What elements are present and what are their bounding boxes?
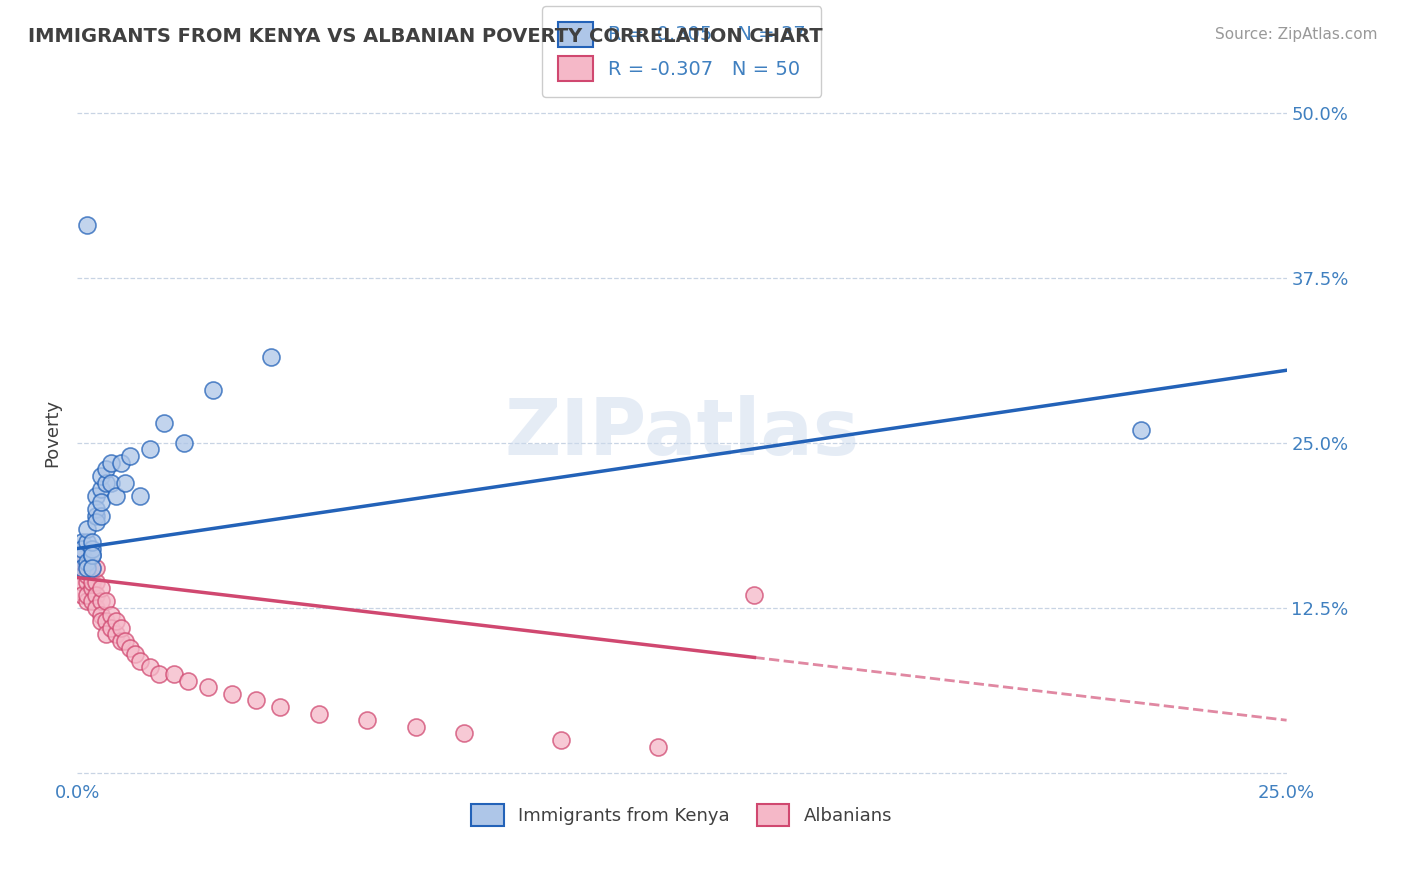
Point xyxy=(70,548,93,562)
Text: Source: ZipAtlas.com: Source: ZipAtlas.com xyxy=(1215,27,1378,42)
Point xyxy=(90,508,112,523)
Point xyxy=(70,548,93,562)
Point xyxy=(94,627,117,641)
Point xyxy=(90,469,112,483)
Point xyxy=(76,574,98,589)
Point xyxy=(70,561,93,575)
Point xyxy=(76,522,98,536)
Point xyxy=(100,621,122,635)
Point xyxy=(647,739,669,754)
Point xyxy=(86,601,108,615)
Point xyxy=(76,568,98,582)
Point xyxy=(124,647,146,661)
Point xyxy=(70,555,93,569)
Point xyxy=(90,482,112,496)
Point xyxy=(76,588,98,602)
Point xyxy=(173,436,195,450)
Point xyxy=(138,442,160,457)
Point xyxy=(94,475,117,490)
Text: IMMIGRANTS FROM KENYA VS ALBANIAN POVERTY CORRELATION CHART: IMMIGRANTS FROM KENYA VS ALBANIAN POVERT… xyxy=(28,27,823,45)
Point xyxy=(76,555,98,569)
Point xyxy=(80,581,103,595)
Point xyxy=(70,574,93,589)
Point xyxy=(80,561,103,575)
Point xyxy=(80,541,103,556)
Point xyxy=(80,535,103,549)
Point xyxy=(148,667,170,681)
Point xyxy=(86,502,108,516)
Point xyxy=(221,687,243,701)
Point xyxy=(100,607,122,622)
Text: ZIPatlas: ZIPatlas xyxy=(505,395,859,471)
Point xyxy=(744,588,766,602)
Point xyxy=(76,594,98,608)
Point xyxy=(70,541,93,556)
Point xyxy=(94,594,117,608)
Point xyxy=(90,614,112,628)
Point xyxy=(453,726,475,740)
Point xyxy=(550,733,572,747)
Point xyxy=(86,561,108,575)
Point xyxy=(80,561,103,575)
Point xyxy=(90,607,112,622)
Legend: Immigrants from Kenya, Albanians: Immigrants from Kenya, Albanians xyxy=(464,797,900,833)
Point xyxy=(110,634,132,648)
Point xyxy=(129,654,152,668)
Point xyxy=(76,561,98,575)
Point xyxy=(86,574,108,589)
Point xyxy=(90,594,112,608)
Point xyxy=(129,489,152,503)
Point xyxy=(86,489,108,503)
Point xyxy=(110,621,132,635)
Point xyxy=(94,462,117,476)
Point xyxy=(245,693,267,707)
Point xyxy=(201,383,224,397)
Point xyxy=(104,627,127,641)
Point xyxy=(76,218,98,232)
Point xyxy=(110,456,132,470)
Point xyxy=(120,449,142,463)
Point xyxy=(259,350,281,364)
Point xyxy=(1130,423,1153,437)
Point xyxy=(86,588,108,602)
Point xyxy=(177,673,200,688)
Point xyxy=(70,535,93,549)
Point xyxy=(138,660,160,674)
Point xyxy=(269,700,291,714)
Point xyxy=(80,594,103,608)
Point xyxy=(163,667,186,681)
Point xyxy=(70,588,93,602)
Point xyxy=(356,713,378,727)
Point xyxy=(76,561,98,575)
Point xyxy=(100,475,122,490)
Point xyxy=(308,706,330,721)
Point xyxy=(104,489,127,503)
Point xyxy=(114,475,136,490)
Point xyxy=(114,634,136,648)
Point xyxy=(104,614,127,628)
Point xyxy=(76,535,98,549)
Point xyxy=(405,720,427,734)
Point xyxy=(80,574,103,589)
Point xyxy=(90,495,112,509)
Point xyxy=(153,416,176,430)
Point xyxy=(86,515,108,529)
Point xyxy=(70,561,93,575)
Point xyxy=(197,680,219,694)
Point xyxy=(90,581,112,595)
Y-axis label: Poverty: Poverty xyxy=(44,399,60,467)
Point xyxy=(86,508,108,523)
Point xyxy=(80,548,103,562)
Point xyxy=(120,640,142,655)
Point xyxy=(100,456,122,470)
Point xyxy=(94,614,117,628)
Point xyxy=(80,548,103,562)
